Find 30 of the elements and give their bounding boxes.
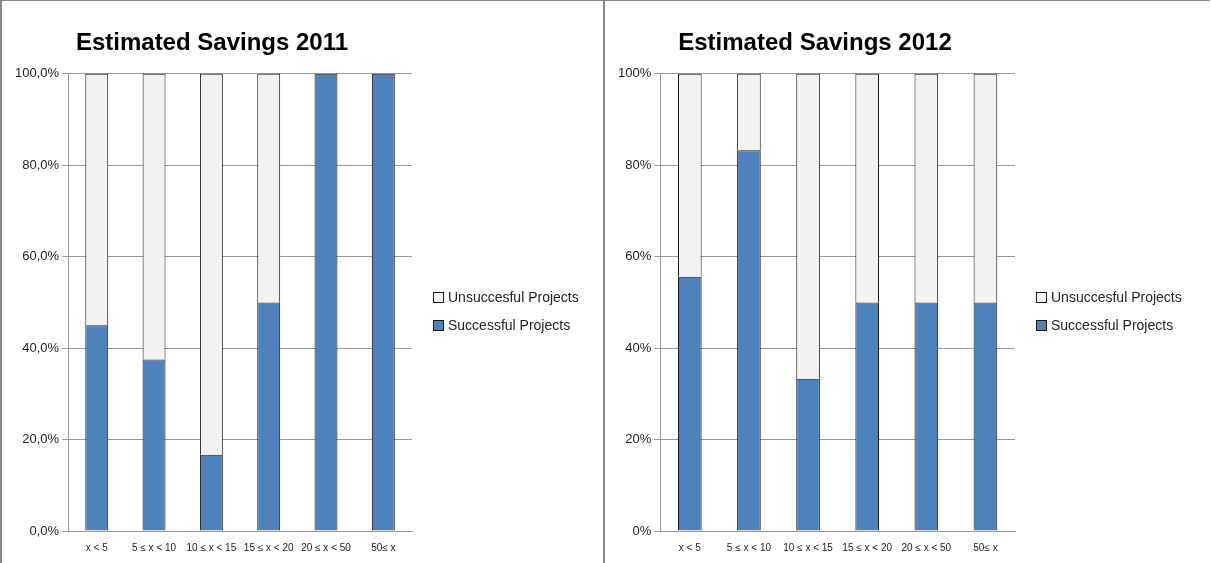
x-tick-label: x < 5 <box>85 541 109 553</box>
x-tick-label: 15 ≤ x < 20 <box>842 541 893 553</box>
chart-title: Estimated Savings 2012 <box>678 28 952 56</box>
x-tick-label: 15 ≤ x < 20 <box>243 541 294 553</box>
chart-title: Estimated Savings 2011 <box>75 28 349 56</box>
legend-label: Successful Projects <box>1051 317 1174 333</box>
x-tick-label: 20 ≤ x < 50 <box>301 541 352 553</box>
x-tick-label: 5 ≤ x < 10 <box>726 541 772 553</box>
y-tick-label: 20,0% <box>22 431 60 447</box>
y-tick-label: 60,0% <box>22 248 60 264</box>
y-tick-label: 100% <box>618 65 652 81</box>
y-tick-label: 40% <box>625 339 652 355</box>
y-tick-label: 20% <box>625 431 652 447</box>
x-tick-label: 10 ≤ x < 15 <box>783 541 834 553</box>
legend-label: Successful Projects <box>448 317 571 333</box>
x-tick-label: 10 ≤ x < 15 <box>186 541 237 553</box>
y-tick-label: 100,0% <box>15 65 60 81</box>
y-tick-label: 80,0% <box>22 156 60 172</box>
x-tick-label: 5 ≤ x < 10 <box>132 541 177 553</box>
legend-label: Unsuccesful Projects <box>1051 289 1182 305</box>
y-tick-label: 0,0% <box>29 522 60 538</box>
y-tick-label: 60% <box>625 248 652 264</box>
y-tick-label: 80% <box>625 156 652 172</box>
legend-label: Unsuccesful Projects <box>448 289 579 305</box>
y-tick-label: 40,0% <box>22 339 60 355</box>
x-tick-label: x < 5 <box>678 541 702 553</box>
y-tick-label: 0% <box>632 522 652 538</box>
x-tick-label: 20 ≤ x < 50 <box>901 541 952 553</box>
x-tick-label: 50≤ x <box>371 541 396 553</box>
x-tick-label: 50≤ x <box>973 541 998 553</box>
